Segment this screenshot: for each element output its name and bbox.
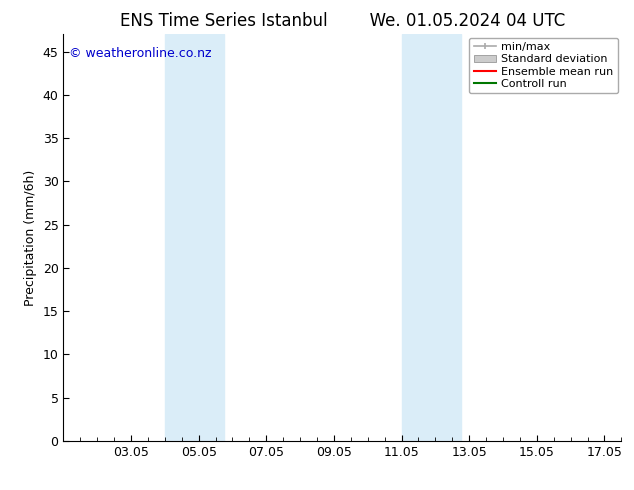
Legend: min/max, Standard deviation, Ensemble mean run, Controll run: min/max, Standard deviation, Ensemble me… bbox=[469, 38, 618, 93]
Y-axis label: Precipitation (mm/6h): Precipitation (mm/6h) bbox=[24, 170, 37, 306]
Title: ENS Time Series Istanbul        We. 01.05.2024 04 UTC: ENS Time Series Istanbul We. 01.05.2024 … bbox=[120, 12, 565, 30]
Bar bbox=[401, 34, 461, 441]
Text: © weatheronline.co.nz: © weatheronline.co.nz bbox=[69, 47, 212, 59]
Bar bbox=[165, 34, 224, 441]
